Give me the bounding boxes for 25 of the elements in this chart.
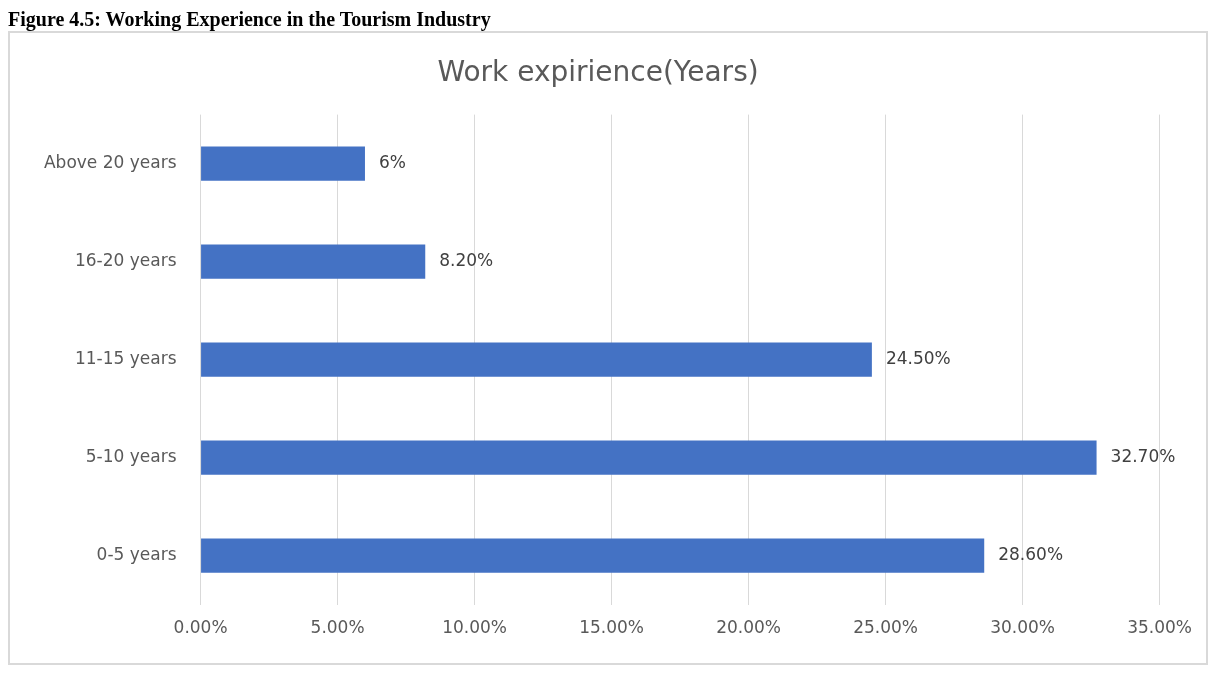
- data-label: 28.60%: [998, 544, 1064, 565]
- bar: [201, 244, 426, 279]
- x-tick-label: 10.00%: [442, 617, 507, 638]
- y-tick-label: 5-10 years: [85, 446, 177, 467]
- y-tick-label: 16-20 years: [74, 250, 177, 271]
- x-tick-label: 20.00%: [716, 617, 781, 638]
- caption: Figure 4.5: Working Experience in the Tourism Industry: [8, 8, 492, 31]
- x-tick-label: 0.00%: [173, 617, 228, 638]
- x-tick-label: 30.00%: [990, 617, 1055, 638]
- bar: [201, 440, 1097, 475]
- x-tick-label: 15.00%: [579, 617, 644, 638]
- x-tick-label: 25.00%: [853, 617, 918, 638]
- data-label: 8.20%: [439, 250, 494, 271]
- x-tick-label: 35.00%: [1127, 617, 1192, 638]
- bar: [201, 342, 872, 377]
- data-label: 24.50%: [885, 348, 951, 369]
- bar: [201, 146, 365, 181]
- data-label: 6%: [378, 152, 406, 173]
- y-tick-label: 0-5 years: [96, 544, 177, 565]
- y-tick-label: Above 20 years: [43, 152, 177, 173]
- chart-title: Work expirience(Years): [437, 55, 759, 89]
- y-tick-label: 11-15 years: [74, 348, 177, 369]
- x-tick-label: 5.00%: [310, 617, 365, 638]
- bar: [201, 538, 985, 573]
- data-label: 32.70%: [1110, 446, 1176, 467]
